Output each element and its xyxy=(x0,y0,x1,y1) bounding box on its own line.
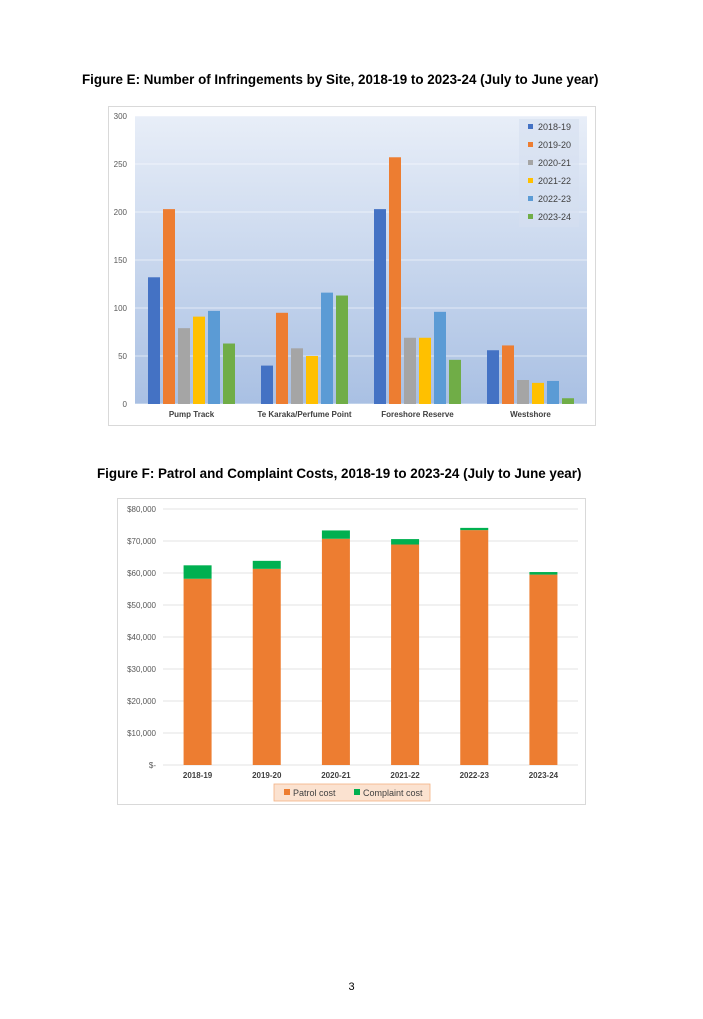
bar-foreshore-reserve-2019-20 xyxy=(389,157,401,404)
y-tick-label: 150 xyxy=(114,256,128,265)
costs-chart: $80,000 $70,000 $60,000 $50,000 $40,000 $30,0… xyxy=(117,498,586,805)
y-tick-label: 250 xyxy=(114,160,128,169)
legend-swatch-2023-24 xyxy=(528,214,533,219)
bar-foreshore-reserve-2023-24 xyxy=(449,359,461,404)
y-tick-label: $50,000 xyxy=(127,601,156,610)
y-tick-label: $80,000 xyxy=(127,505,156,514)
x-tick-label: Foreshore Reserve xyxy=(381,410,454,419)
bar-2019-20-complaint-cost xyxy=(252,560,281,569)
bar-foreshore-reserve-2020-21 xyxy=(404,337,416,404)
bar-2019-20-patrol-cost xyxy=(252,568,281,765)
bar-pump-track-2021-22 xyxy=(193,316,205,404)
legend-label: Patrol cost xyxy=(293,788,336,798)
bar-westshore-2022-23 xyxy=(547,380,559,404)
bar-foreshore-reserve-2018-19 xyxy=(374,209,386,404)
y-tick-label: $10,000 xyxy=(127,729,156,738)
bar-westshore-2019-20 xyxy=(502,345,514,404)
bar-te-karaka-perfume-point-2023-24 xyxy=(336,295,348,404)
infringements-chart: 300 250 200 150 100 50 0 Pump Track Te Karaka/Pe… xyxy=(108,106,596,426)
bar-2020-21-patrol-cost xyxy=(321,538,350,765)
y-tick-label: 300 xyxy=(114,112,128,121)
bar-foreshore-reserve-2022-23 xyxy=(434,311,446,404)
x-tick-label: Te Karaka/Perfume Point xyxy=(257,410,351,419)
infringements-chart-svg: 300 250 200 150 100 50 0 Pump Track Te Karaka/Pe… xyxy=(114,112,587,419)
bar-2021-22-patrol-cost xyxy=(391,544,420,765)
bar-te-karaka-perfume-point-2022-23 xyxy=(321,292,333,404)
costs-chart-svg: $80,000 $70,000 $60,000 $50,000 $40,000 $30,0… xyxy=(127,505,578,802)
figure-f-title: Figure F: Patrol and Complaint Costs, 20… xyxy=(97,466,582,481)
bar-2020-21-complaint-cost xyxy=(321,530,350,539)
legend-swatch-patrol-cost xyxy=(284,789,290,795)
y-tick-label: $- xyxy=(149,761,156,770)
bar-2023-24-patrol-cost xyxy=(529,574,558,765)
bar-pump-track-2019-20 xyxy=(163,209,175,404)
legend-swatch-2022-23 xyxy=(528,196,533,201)
bar-foreshore-reserve-2021-22 xyxy=(419,337,431,404)
legend-swatch-complaint-cost xyxy=(354,789,360,795)
bar-2022-23-patrol-cost xyxy=(460,530,489,765)
legend-label: 2018-19 xyxy=(538,122,571,132)
bar-westshore-2018-19 xyxy=(487,350,499,404)
bar-westshore-2021-22 xyxy=(532,382,544,404)
x-tick-label: 2018-19 xyxy=(183,771,213,780)
x-tick-label: 2023-24 xyxy=(529,771,559,780)
bar-pump-track-2022-23 xyxy=(208,310,220,404)
page-number: 3 xyxy=(348,981,355,993)
y-tick-label: $60,000 xyxy=(127,569,156,578)
y-tick-label: $40,000 xyxy=(127,633,156,642)
legend-swatch-2019-20 xyxy=(528,142,533,147)
legend-label: 2022-23 xyxy=(538,194,571,204)
y-tick-label: 0 xyxy=(123,400,128,409)
bar-2023-24-complaint-cost xyxy=(529,572,558,575)
bar-te-karaka-perfume-point-2020-21 xyxy=(291,348,303,404)
bar-2021-22-complaint-cost xyxy=(391,539,420,545)
bar-pump-track-2018-19 xyxy=(148,277,160,404)
x-tick-label: 2019-20 xyxy=(252,771,282,780)
legend-swatch-2018-19 xyxy=(528,124,533,129)
x-tick-label: Westshore xyxy=(510,410,551,419)
legend: Patrol cost Complaint cost xyxy=(273,783,431,802)
bar-te-karaka-perfume-point-2019-20 xyxy=(276,312,288,404)
y-tick-label: 200 xyxy=(114,208,128,217)
legend-label: Complaint cost xyxy=(363,788,423,798)
legend-swatch-2020-21 xyxy=(528,160,533,165)
bar-2018-19-complaint-cost xyxy=(183,565,212,579)
legend-box xyxy=(273,783,431,802)
bar-te-karaka-perfume-point-2018-19 xyxy=(261,365,273,404)
legend-box xyxy=(519,119,579,227)
legend: 2018-19 2019-20 2020-21 2021-22 2022-23 2023-… xyxy=(519,119,579,227)
bar-westshore-2020-21 xyxy=(517,380,529,404)
bar-pump-track-2023-24 xyxy=(223,343,235,404)
bar-te-karaka-perfume-point-2021-22 xyxy=(306,356,318,404)
legend-label: 2021-22 xyxy=(538,176,571,186)
y-tick-label: $30,000 xyxy=(127,665,156,674)
legend-label: 2023-24 xyxy=(538,212,571,222)
legend-label: 2019-20 xyxy=(538,140,571,150)
bar-2018-19-patrol-cost xyxy=(183,578,212,765)
y-tick-label: $20,000 xyxy=(127,697,156,706)
x-tick-label: 2020-21 xyxy=(321,771,351,780)
legend-label: 2020-21 xyxy=(538,158,571,168)
bar-2022-23-complaint-cost xyxy=(460,527,489,531)
figure-e-title: Figure E: Number of Infringements by Sit… xyxy=(82,72,599,87)
y-tick-label: 100 xyxy=(114,304,128,313)
x-tick-label: Pump Track xyxy=(169,410,215,419)
legend-swatch-2021-22 xyxy=(528,178,533,183)
y-tick-label: $70,000 xyxy=(127,537,156,546)
bar-westshore-2023-24 xyxy=(562,398,574,404)
x-tick-label: 2022-23 xyxy=(460,771,490,780)
y-tick-label: 50 xyxy=(118,352,127,361)
bar-pump-track-2020-21 xyxy=(178,328,190,404)
x-tick-label: 2021-22 xyxy=(390,771,420,780)
